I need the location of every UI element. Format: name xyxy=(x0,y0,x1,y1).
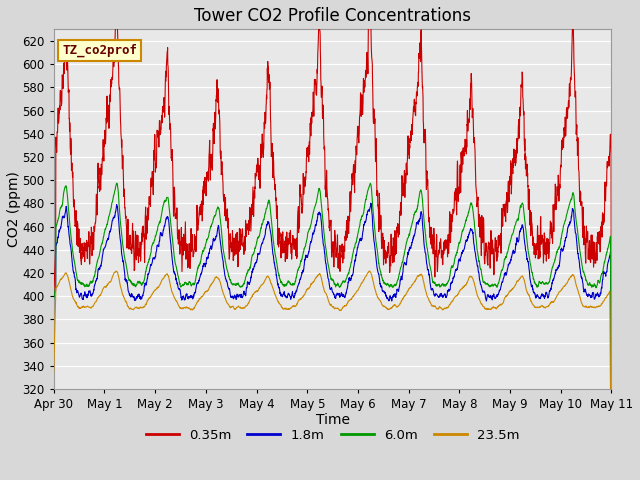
Y-axis label: CO2 (ppm): CO2 (ppm) xyxy=(7,171,21,247)
Legend: 0.35m, 1.8m, 6.0m, 23.5m: 0.35m, 1.8m, 6.0m, 23.5m xyxy=(140,424,525,447)
Text: TZ_co2prof: TZ_co2prof xyxy=(62,44,137,57)
X-axis label: Time: Time xyxy=(316,412,349,427)
Title: Tower CO2 Profile Concentrations: Tower CO2 Profile Concentrations xyxy=(194,7,471,25)
